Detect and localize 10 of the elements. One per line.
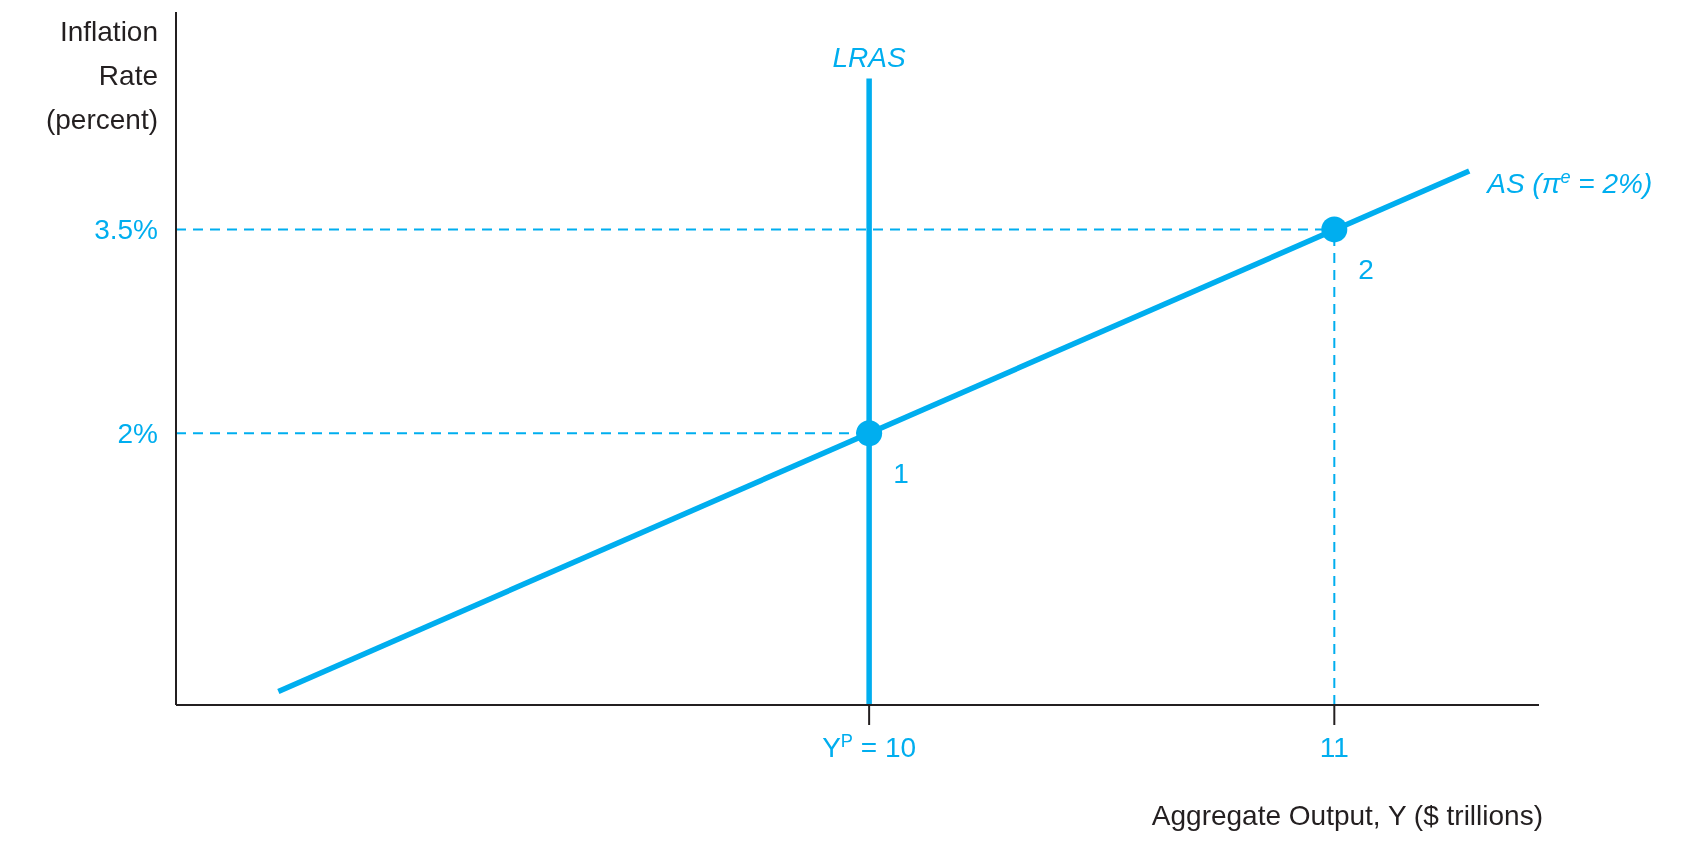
series-label: AS (π$^{e}$ = 2%) bbox=[1485, 166, 1653, 199]
x-tick-label: Y$^{P}$ = 10 bbox=[822, 731, 917, 763]
x-axis-title: Aggregate Output, Y ($ trillions) bbox=[1151, 800, 1543, 832]
y-axis-title: Inflation Rate (percent) bbox=[44, 15, 158, 137]
series-label: LRAS bbox=[832, 41, 907, 73]
annotation: 2 bbox=[1358, 254, 1374, 286]
annotation: 1 bbox=[893, 458, 909, 490]
y-tick-label: 2% bbox=[117, 418, 158, 450]
y-tick-label: 3.5% bbox=[94, 214, 158, 246]
x-tick-label: 11 bbox=[1319, 732, 1349, 763]
